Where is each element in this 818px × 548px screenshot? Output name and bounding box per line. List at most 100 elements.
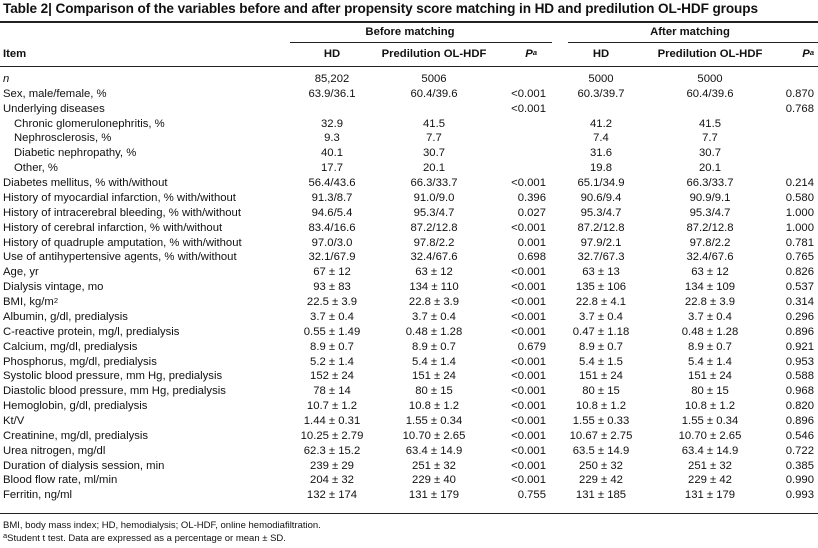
row-label: Sex, male/female, % xyxy=(3,87,107,100)
hd-before-cell: 85,202 xyxy=(314,73,350,85)
p-before-cell: <0.001 xyxy=(511,325,546,338)
hd-after-cell: 63.5 ± 14.9 xyxy=(572,444,630,457)
ol-after-cell: 5000 xyxy=(697,73,723,85)
header-rule xyxy=(0,66,818,67)
p-after-cell: 0.537 xyxy=(785,281,814,294)
ol-before-cell: 1.55 ± 0.34 xyxy=(405,415,463,427)
ol-before-cell: 151 ± 24 xyxy=(412,370,456,383)
ol-after-cell: 63 ± 12 xyxy=(691,266,729,279)
row-label: History of quadruple amputation, % with/… xyxy=(3,236,242,249)
hd-after-cell: 5.4 ± 1.5 xyxy=(579,355,623,368)
hd-before-cell: 3.7 ± 0.4 xyxy=(310,310,354,323)
bottom-rule xyxy=(0,513,818,514)
row-label: Diabetes mellitus, % with/without xyxy=(3,177,168,190)
p-before-cell: 0.679 xyxy=(517,340,546,353)
group-after-rule xyxy=(568,42,818,43)
hd-after-cell: 0.47 ± 1.18 xyxy=(572,325,630,338)
hd-before-cell: 9.3 xyxy=(324,132,340,145)
ol-before-cell: 10.70 ± 2.65 xyxy=(402,429,466,442)
hd-before-cell: 32.9 xyxy=(321,117,343,130)
p-after-cell: 0.968 xyxy=(785,385,814,398)
ol-before-cell: 87.2/12.8 xyxy=(410,221,458,234)
p-after-cell: 0.896 xyxy=(785,415,814,427)
p-after-cell: 0.826 xyxy=(785,266,814,279)
ol-before-cell: 80 ± 15 xyxy=(415,385,453,398)
row-label: History of intracerebral bleeding, % wit… xyxy=(3,206,241,219)
hd-before-cell: 62.3 ± 15.2 xyxy=(303,444,361,457)
p-after-cell: 0.993 xyxy=(785,489,814,502)
ol-after-cell: 60.4/39.6 xyxy=(686,87,734,100)
hd-after-cell: 31.6 xyxy=(590,147,612,160)
ol-before-cell: 8.9 ± 0.7 xyxy=(412,340,456,353)
ol-after-cell: 22.8 ± 3.9 xyxy=(684,296,736,309)
p-before-cell: <0.001 xyxy=(511,355,546,368)
hd-after-cell: 41.2 xyxy=(590,117,612,130)
ol-before-cell: 32.4/67.6 xyxy=(410,251,458,264)
ol-before-cell: 63 ± 12 xyxy=(415,266,453,279)
row-label: Urea nitrogen, mg/dl xyxy=(3,444,106,457)
ol-after-cell: 0.48 ± 1.28 xyxy=(681,325,739,338)
p-before-header: Pa xyxy=(525,48,537,60)
ol-before-cell: 0.48 ± 1.28 xyxy=(405,325,463,338)
hd-after-cell: 5000 xyxy=(588,73,614,85)
row-label: Dialysis vintage, mo xyxy=(3,281,104,294)
p-before-cell: <0.001 xyxy=(511,87,546,100)
ol-after-cell: 3.7 ± 0.4 xyxy=(688,310,732,323)
row-label: C-reactive protein, mg/l, predialysis xyxy=(3,325,180,338)
p-before-cell: <0.001 xyxy=(511,385,546,398)
hd-before-cell: 83.4/16.6 xyxy=(308,221,356,234)
ol-before-cell: 30.7 xyxy=(423,147,445,160)
p-after-cell: 0.896 xyxy=(785,325,814,338)
ol-before-cell: 41.5 xyxy=(423,117,445,130)
p-after-cell: 0.765 xyxy=(785,251,814,264)
row-label: Calcium, mg/dl, predialysis xyxy=(3,340,138,353)
group-before-header: Before matching xyxy=(365,26,455,38)
p-before-cell: <0.001 xyxy=(511,102,546,115)
hd-before-cell: 10.25 ± 2.79 xyxy=(300,429,364,442)
row-label: Albumin, g/dl, predialysis xyxy=(3,310,128,323)
row-label: Other, % xyxy=(14,162,58,175)
footnote-abbreviations: BMI, body mass index; HD, hemodialysis; … xyxy=(3,520,321,531)
row-label: Age, yr xyxy=(3,266,39,279)
p-after-cell: 0.580 xyxy=(785,191,814,204)
ol-before-cell: 97.8/2.2 xyxy=(413,236,455,249)
p-after-cell: 0.214 xyxy=(785,177,814,190)
ol-before-cell: 5006 xyxy=(421,73,447,85)
ol-before-cell: 134 ± 110 xyxy=(409,281,459,294)
ol-before-cell: 131 ± 179 xyxy=(408,489,460,502)
p-after-cell: 0.781 xyxy=(785,236,814,249)
group-before-rule xyxy=(290,42,552,43)
hd-before-cell: 8.9 ± 0.7 xyxy=(310,340,354,353)
p-before-cell: 0.001 xyxy=(517,236,546,249)
hd-after-cell: 229 ± 42 xyxy=(579,474,623,487)
row-label: Chronic glomerulonephritis, % xyxy=(14,117,165,130)
hd-before-cell: 5.2 ± 1.4 xyxy=(310,355,354,368)
ol-after-cell: 95.3/4.7 xyxy=(689,206,731,219)
hd-before-cell: 204 ± 32 xyxy=(310,474,354,487)
row-label: History of myocardial infarction, % with… xyxy=(3,191,236,204)
p-before-cell: 0.396 xyxy=(517,191,546,204)
ol-after-cell: 41.5 xyxy=(699,117,721,130)
ol-before-cell: 22.8 ± 3.9 xyxy=(408,296,460,309)
p-after-cell: 0.546 xyxy=(785,429,814,442)
hd-before-cell: 93 ± 83 xyxy=(313,281,351,294)
hd-after-cell: 10.67 ± 2.75 xyxy=(569,429,633,442)
p-after-cell: 0.588 xyxy=(785,370,814,383)
hd-after-cell: 135 ± 106 xyxy=(575,281,627,294)
hd-after-cell: 22.8 ± 4.1 xyxy=(575,296,627,309)
p-before-cell: <0.001 xyxy=(511,266,546,279)
hd-after-cell: 151 ± 24 xyxy=(579,370,623,383)
p-after-cell: 0.990 xyxy=(785,474,814,487)
ol-before-cell: 251 ± 32 xyxy=(412,459,456,472)
row-label: Ferritin, ng/ml xyxy=(3,489,73,502)
table-title: Table 2| Comparison of the variables bef… xyxy=(3,1,758,16)
p-after-cell: 0.296 xyxy=(785,310,814,323)
hd-before-cell: 63.9/36.1 xyxy=(308,87,356,100)
hd-after-cell: 250 ± 32 xyxy=(579,459,623,472)
ol-after-cell: 87.2/12.8 xyxy=(686,221,734,234)
hd-after-cell: 90.6/9.4 xyxy=(580,191,622,204)
ol-after-header: Predilution OL-HDF xyxy=(657,48,763,60)
ol-after-cell: 7.7 xyxy=(702,132,718,145)
hd-before-cell: 56.4/43.6 xyxy=(308,177,356,190)
